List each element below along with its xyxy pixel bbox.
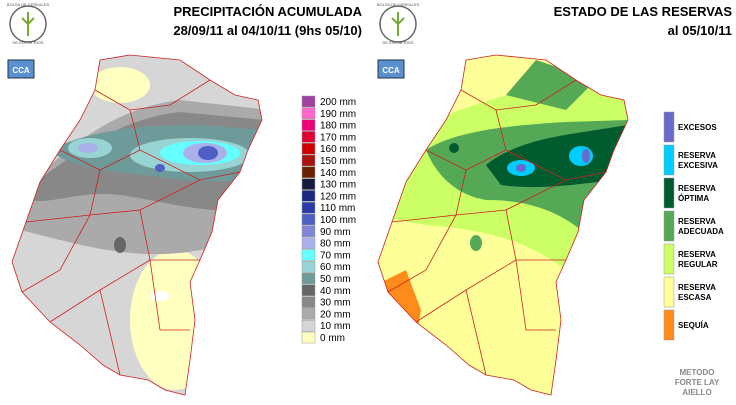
legend-label: RESERVA — [678, 250, 716, 259]
method-label: AIELLO — [682, 388, 711, 397]
legend-label: 30 mm — [320, 298, 351, 309]
logo-text: DE ENTRE RIOS — [12, 40, 43, 45]
legend-label: 200 mm — [320, 97, 356, 108]
logo-text: BOLSA DE CEREALES — [377, 2, 420, 7]
legend-swatch — [301, 213, 316, 226]
legend-label: EXCESIVA — [678, 161, 718, 170]
legend-label: 70 mm — [320, 250, 351, 261]
method-label: METODO — [680, 368, 715, 377]
legend-label: 0 mm — [320, 333, 345, 344]
legend-swatch — [301, 119, 316, 131]
legend-swatch — [301, 142, 316, 155]
legend-label: 20 mm — [320, 309, 351, 320]
precipitation-map — [11, 54, 263, 396]
legend-swatch — [663, 144, 675, 176]
legend-swatch — [301, 272, 316, 285]
logo-text: BOLSA DE CEREALES — [7, 2, 50, 7]
title: ESTADO DE LAS RESERVAS — [554, 4, 733, 19]
legend-swatch — [663, 111, 675, 143]
legend-swatch — [301, 225, 316, 238]
legend-label: SEQUÍA — [678, 321, 709, 330]
legend-swatch — [301, 331, 316, 344]
legend-label: 150 mm — [320, 156, 356, 167]
legend-label: ÓPTIMA — [678, 194, 709, 203]
legend-swatch — [301, 131, 316, 143]
legend-label: 50 mm — [320, 274, 351, 285]
legend-label: 100 mm — [320, 215, 356, 226]
legend-label: 130 mm — [320, 180, 356, 191]
legend-label: 110 mm — [320, 203, 355, 214]
legend-swatch — [301, 166, 316, 179]
legend-swatch — [301, 95, 316, 108]
reserves-map — [377, 54, 629, 396]
legend-swatch — [663, 243, 675, 275]
legend-label: 60 mm — [320, 262, 351, 273]
logo: BOLSA DE CEREALES DE ENTRE RIOS CCA — [377, 2, 420, 79]
legend-swatch — [301, 178, 316, 190]
legend-swatch — [301, 260, 316, 273]
legend-label: REGULAR — [678, 260, 718, 269]
legend-swatch — [301, 308, 316, 320]
legend-swatch — [301, 190, 316, 202]
legend-label: 120 mm — [320, 191, 356, 202]
legend-swatch — [663, 210, 675, 242]
legend-swatch — [663, 177, 675, 209]
legend-swatch — [301, 284, 316, 297]
legend-label: ESCASA — [678, 293, 712, 302]
legend-label: 80 mm — [320, 239, 351, 250]
legend-label: 40 mm — [320, 286, 351, 297]
legend-label: RESERVA — [678, 283, 716, 292]
legend-label: 180 mm — [320, 121, 356, 132]
legend-label: 10 mm — [320, 321, 351, 332]
legend-label: RESERVA — [678, 151, 716, 160]
logo-emblem — [21, 12, 35, 36]
legend-label: 190 mm — [320, 109, 356, 120]
logo-emblem — [391, 12, 405, 36]
legend-swatch — [301, 249, 316, 261]
legend-label: 140 mm — [320, 168, 356, 179]
legend-label: RESERVA — [678, 217, 716, 226]
legend-label: 170 mm — [320, 132, 356, 143]
logo-text: DE ENTRE RIOS — [382, 40, 413, 45]
legend-label: RESERVA — [678, 184, 716, 193]
legend-label: EXCESOS — [678, 123, 717, 132]
legend-swatch — [301, 296, 316, 308]
logo-badge-text: CCA — [382, 66, 400, 75]
legend-swatch — [301, 154, 316, 167]
legend-label: 160 mm — [320, 144, 356, 155]
method-label: FORTE LAY — [675, 378, 720, 387]
logo-badge — [7, 59, 35, 79]
legend-swatch — [301, 237, 316, 249]
title: PRECIPITACIÓN ACUMULADA — [174, 4, 363, 19]
legend-swatch — [663, 276, 675, 308]
logo-badge — [377, 59, 405, 79]
legend-label: ADECUADA — [678, 227, 724, 236]
legend-swatch — [301, 201, 316, 214]
logo-badge-text: CCA — [12, 66, 30, 75]
legend-swatch — [301, 319, 316, 332]
logo: BOLSA DE CEREALES DE ENTRE RIOS CCA — [7, 2, 50, 79]
subtitle: 28/09/11 al 04/10/11 (9hs 05/10) — [173, 23, 362, 38]
legend-swatch — [301, 107, 316, 120]
legend-swatch — [663, 309, 675, 341]
subtitle: al 05/10/11 — [668, 23, 732, 38]
legend-label: 90 mm — [320, 227, 351, 238]
